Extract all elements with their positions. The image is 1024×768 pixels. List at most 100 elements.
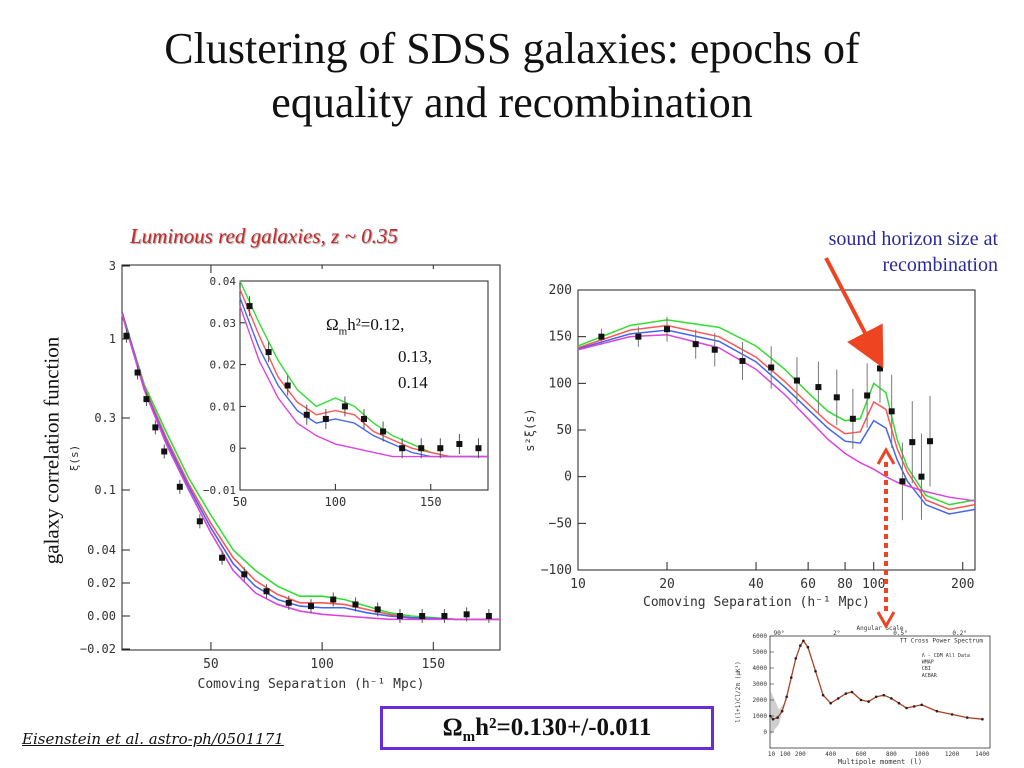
s2xi-model-curve-0	[577, 319, 976, 506]
cmb-xtick-label: 600	[856, 751, 867, 758]
main-data-point	[419, 613, 426, 619]
main-data-point	[176, 483, 183, 490]
cmb-data-point	[802, 639, 805, 643]
main-ytick-label: 0.3	[94, 411, 116, 425]
main-ylabel: ξ(s)	[68, 445, 81, 472]
main-data-point	[134, 369, 141, 376]
dotted-link-arrowhead-top	[876, 446, 896, 465]
s2xi-data-point	[877, 365, 884, 372]
s2xi-data-point	[598, 333, 605, 340]
s2xi-data-point	[635, 333, 642, 340]
s2xi-xlabel: Comoving Separation (h⁻¹ Mpc)	[643, 595, 870, 610]
cmb-ytick-label: 6000	[753, 633, 768, 640]
cmb-xtick-label: 200	[795, 751, 806, 758]
cmb-data-point	[776, 716, 779, 719]
s2xi-ytick-label: 100	[549, 376, 572, 391]
s2xi-data-point	[664, 326, 671, 333]
cmb-xtick-label: 1400	[975, 751, 990, 758]
cmb-ytick-label: 2000	[753, 697, 768, 704]
s2xi-data-point	[909, 439, 916, 446]
s2xi-ytick-label: 0	[564, 470, 572, 485]
cmb-top-tick-label: 2°	[833, 630, 840, 637]
cmb-data-point	[789, 676, 793, 679]
cmb-data-point	[867, 700, 870, 703]
citation: Eisenstein et al. astro-ph/0501171	[22, 730, 284, 748]
main-data-point	[396, 613, 403, 619]
inset-ytick-label: −0.01	[203, 484, 236, 497]
annotation-arrows	[824, 257, 896, 630]
cmb-data-point	[912, 705, 916, 708]
inset-model-curve-3	[239, 305, 488, 458]
main-data-point	[441, 613, 448, 619]
chart-subtitle: Luminous red galaxies, z ~ 0.35	[130, 224, 398, 248]
cmb-data-point	[844, 692, 848, 695]
inset-ytick-label: 0	[229, 442, 236, 455]
cmb-data-point	[981, 717, 984, 721]
s2xi-plot: 10 20 40 60 80 100 200 200 150 100 50 0 −50 −100 Comov…	[523, 283, 976, 610]
main-data-point	[485, 613, 492, 619]
main-data-point	[196, 518, 203, 525]
cmb-data-point	[785, 695, 788, 699]
s2xi-xtick-label: 10	[570, 577, 586, 592]
s2xi-xtick-label: 100	[862, 577, 885, 592]
cmb-data-point	[771, 717, 775, 721]
s2xi-data-point	[692, 341, 699, 348]
main-xi-plot: 50 100 150 3 1 0.3 0.1 0.04 0.02 0.00 −0.02 Comovin…	[68, 259, 501, 692]
inset-omega-label: Ωmh²=0.12, 0.13, 0.14	[326, 312, 432, 396]
inset-data-point	[418, 445, 425, 452]
s2xi-data-point	[739, 357, 746, 364]
cmb-top-tick-label: 90°	[774, 630, 785, 637]
inset-data-point	[265, 349, 272, 356]
s2xi-data-point	[833, 394, 840, 401]
s2xi-data-point	[899, 478, 906, 485]
s2xi-model-curve-2	[577, 329, 976, 515]
cmb-xtick-label: 800	[886, 751, 897, 758]
s2xi-ytick-label: 150	[549, 330, 572, 345]
cmb-legend-entry: Λ - CDM All Data	[922, 653, 970, 659]
cmb-xtick-label: 400	[825, 751, 836, 758]
s2xi-xtick-label: 80	[837, 577, 853, 592]
s2xi-data-point	[768, 364, 775, 371]
main-data-point	[161, 448, 168, 455]
annotation-line-1: sound horizon size at	[828, 228, 998, 250]
inset-xtick-label: 100	[325, 495, 347, 509]
cmb-top-axis-title: Angular Scale	[857, 625, 904, 632]
cmb-xtick-label: 1000	[914, 751, 929, 758]
inset-xi-plot: 50 100 150 0.04 0.03 0.02 0.01 0 −0.01	[203, 269, 498, 514]
cmb-tt-plot: 6000 5000 4000 3000 2000 1000 0 10 100 200 400 600 8…	[734, 622, 998, 768]
inset-ytick-label: 0.04	[210, 275, 237, 288]
s2xi-data-point	[918, 473, 925, 480]
main-ytick-label: 0.00	[87, 609, 116, 623]
main-data-point	[285, 599, 292, 606]
cmb-xlabel: Multipole moment (l)	[838, 758, 922, 766]
cmb-data-point	[799, 644, 802, 647]
main-xtick-label: 50	[203, 657, 219, 672]
main-plot-frame	[121, 264, 501, 651]
cmb-data-point	[836, 697, 840, 700]
cmb-data-point	[950, 713, 954, 716]
cmb-data-point	[794, 657, 798, 660]
s2xi-data-point	[711, 346, 718, 353]
cmb-data-point	[905, 706, 908, 710]
s2xi-data-point	[815, 384, 822, 391]
cmb-top-tick-label: 0.5°	[893, 630, 907, 637]
inset-data-point	[284, 382, 291, 389]
cmb-data-point	[780, 709, 784, 713]
cmb-variance-band	[770, 690, 787, 736]
main-xtick-label: 150	[422, 657, 445, 672]
cmb-data-point	[965, 716, 969, 719]
s2xi-ytick-label: 200	[549, 283, 572, 298]
cmb-data-point	[890, 697, 893, 700]
inset-background	[236, 269, 498, 514]
inset-ytick-label: 0.02	[210, 359, 237, 372]
s2xi-ytick-label: −50	[549, 516, 572, 531]
annotation-line-2: recombination	[882, 254, 998, 276]
cmb-data-point	[821, 693, 825, 697]
main-data-point	[352, 601, 359, 608]
inset-data-point	[322, 415, 329, 422]
main-data-point	[308, 603, 314, 610]
result-box: Ωmh²=0.130+/-0.011	[380, 706, 714, 750]
s2xi-data-point	[849, 415, 856, 422]
cmb-data-point	[897, 701, 901, 705]
cmb-xtick-label: 1200	[945, 751, 960, 758]
